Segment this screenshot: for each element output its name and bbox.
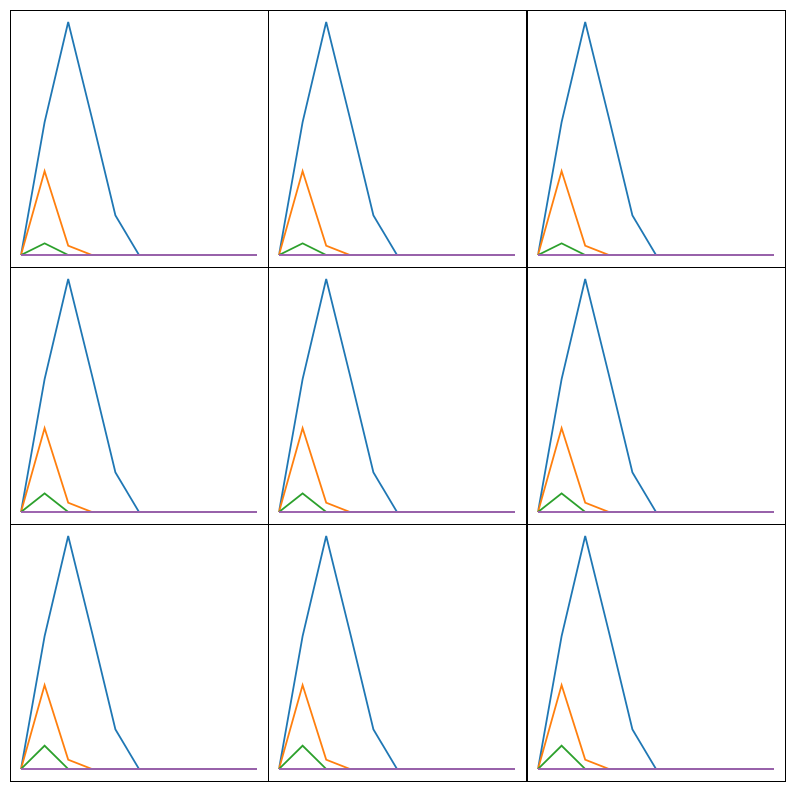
- panel-frame: [527, 524, 786, 782]
- chart-panel-3: [527, 10, 786, 268]
- chart-panel-7: [10, 524, 269, 782]
- chart-panel-4: [10, 267, 269, 525]
- panel-frame: [10, 524, 269, 782]
- chart-panel-6: [527, 267, 786, 525]
- panel-frame: [268, 10, 527, 268]
- chart-panel-2: [268, 10, 527, 268]
- panel-frame: [527, 10, 786, 268]
- panel-frame: [10, 10, 269, 268]
- chart-panel-1: [10, 10, 269, 268]
- panel-frame: [268, 267, 527, 525]
- panel-frame: [527, 267, 786, 525]
- chart-panel-8: [268, 524, 527, 782]
- panel-frame: [10, 267, 269, 525]
- panel-frame: [268, 524, 527, 782]
- chart-panel-5: [268, 267, 527, 525]
- chart-panel-9: [527, 524, 786, 782]
